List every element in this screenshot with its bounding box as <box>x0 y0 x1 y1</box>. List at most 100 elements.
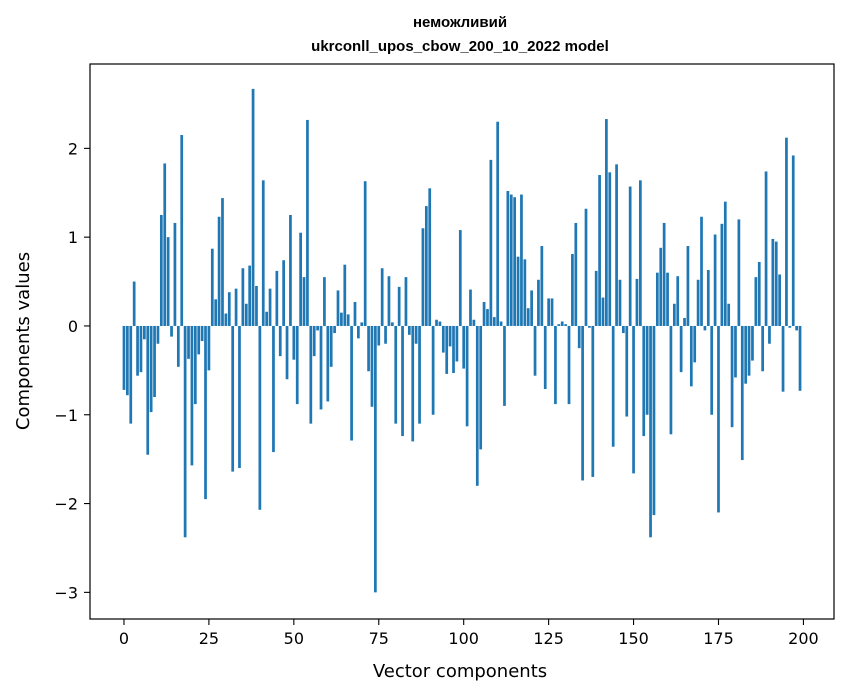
bar-111 <box>499 321 503 326</box>
bar-1 <box>126 325 129 396</box>
bar-137 <box>588 325 591 328</box>
x-tick-label: 100 <box>448 629 479 648</box>
bar-90 <box>428 188 432 326</box>
bar-55 <box>309 325 313 424</box>
bar-197 <box>791 155 795 326</box>
bar-148 <box>625 325 629 417</box>
bar-147 <box>622 325 625 334</box>
bar-123 <box>540 246 544 326</box>
bars-group <box>122 88 802 593</box>
bar-39 <box>255 286 258 326</box>
bar-17 <box>180 135 184 326</box>
bar-100 <box>462 325 466 369</box>
y-tick-label: 1 <box>68 228 78 247</box>
bar-128 <box>557 324 561 326</box>
bar-13 <box>166 237 170 326</box>
bar-51 <box>295 325 299 405</box>
bar-149 <box>628 186 632 326</box>
bar-184 <box>747 325 751 376</box>
y-tick-label: −2 <box>54 495 78 514</box>
bar-120 <box>530 290 533 326</box>
bar-40 <box>258 325 262 510</box>
bar-38 <box>251 88 255 326</box>
bar-153 <box>642 325 646 437</box>
bar-178 <box>727 303 731 326</box>
bar-30 <box>224 313 228 326</box>
bar-158 <box>659 247 663 326</box>
x-tick-label: 125 <box>533 629 564 648</box>
x-tick-label: 50 <box>284 629 304 648</box>
bar-164 <box>679 325 683 373</box>
y-axis-ticks: −3 −2 −1 0 1 2 <box>54 139 90 602</box>
bar-115 <box>513 197 517 326</box>
bar-94 <box>441 325 445 353</box>
bar-182 <box>740 325 744 461</box>
bar-134 <box>577 325 581 349</box>
bar-122 <box>537 279 540 326</box>
bar-133 <box>574 222 578 326</box>
bar-117 <box>520 194 523 326</box>
bar-16 <box>176 325 180 367</box>
bar-46 <box>278 325 282 357</box>
bar-14 <box>170 325 173 337</box>
bar-121 <box>533 325 537 376</box>
bar-124 <box>543 325 547 390</box>
bar-2 <box>129 325 133 424</box>
bar-27 <box>214 299 218 326</box>
bar-112 <box>503 325 506 406</box>
bar-104 <box>475 325 479 486</box>
bar-118 <box>523 259 527 326</box>
bar-83 <box>404 277 408 326</box>
bar-11 <box>159 214 163 326</box>
bar-93 <box>438 321 442 326</box>
bar-9 <box>153 325 156 397</box>
bar-160 <box>666 272 669 326</box>
bar-187 <box>757 262 761 326</box>
bar-56 <box>312 325 316 357</box>
bar-177 <box>723 201 727 326</box>
bar-188 <box>761 325 765 372</box>
bar-106 <box>482 301 486 326</box>
bar-109 <box>492 317 496 326</box>
bar-171 <box>703 325 707 331</box>
bar-8 <box>149 325 153 413</box>
bar-107 <box>486 309 489 326</box>
bar-91 <box>431 325 435 415</box>
bar-82 <box>401 325 404 437</box>
bar-173 <box>710 325 714 415</box>
bar-97 <box>452 325 455 374</box>
bar-169 <box>696 279 700 326</box>
bar-146 <box>618 279 622 326</box>
bar-161 <box>669 325 673 435</box>
bar-50 <box>292 325 296 360</box>
bar-6 <box>143 325 146 340</box>
bar-142 <box>605 119 608 326</box>
bar-24 <box>204 325 207 500</box>
bar-113 <box>506 190 510 326</box>
bar-62 <box>333 325 336 334</box>
bar-3 <box>132 281 136 326</box>
bar-63 <box>336 290 340 326</box>
bar-131 <box>567 325 571 405</box>
bar-101 <box>465 325 469 427</box>
bar-26 <box>210 248 214 326</box>
bar-18 <box>183 325 187 538</box>
x-tick-label: 150 <box>618 629 649 648</box>
bar-88 <box>421 228 425 326</box>
bar-22 <box>197 325 201 355</box>
bar-92 <box>435 319 438 326</box>
bar-195 <box>785 137 788 326</box>
bar-98 <box>455 325 459 362</box>
bar-61 <box>329 325 333 367</box>
bar-81 <box>397 286 401 326</box>
bar-199 <box>798 325 802 391</box>
bar-127 <box>554 325 557 405</box>
bar-102 <box>469 289 472 326</box>
bar-43 <box>268 288 272 326</box>
bar-155 <box>649 325 652 538</box>
chart-title: неможливий <box>413 14 507 31</box>
bar-49 <box>289 214 292 326</box>
bar-79 <box>391 322 394 326</box>
bar-28 <box>217 216 221 326</box>
